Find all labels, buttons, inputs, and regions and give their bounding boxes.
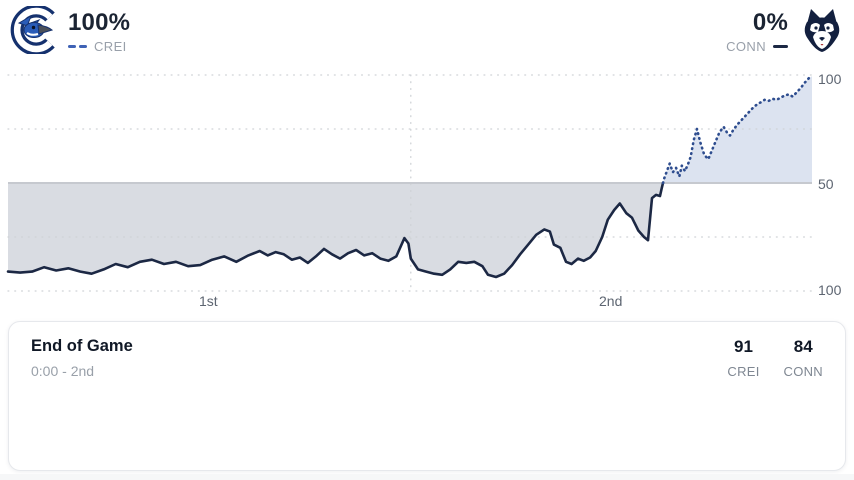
y-axis-tick-50: 50	[818, 176, 834, 192]
crei-score-label: CREI	[727, 364, 760, 379]
conn-score: 84	[793, 337, 813, 356]
page-bottom-strip	[0, 474, 854, 480]
conn-solid-line-icon	[773, 45, 788, 49]
x-axis-tick-1st: 1st	[199, 293, 218, 309]
win-probability-chart[interactable]: 100 50 100 1st 2nd	[0, 0, 854, 315]
crei-legend: CREI	[68, 39, 130, 54]
y-axis-tick-100-top: 100	[818, 71, 842, 87]
conn-win-pct: 0%	[752, 9, 788, 36]
event-clock: 0:00 - 2nd	[31, 363, 95, 379]
conn-score-col: 84 CONN	[784, 337, 823, 379]
event-title: End of Game	[31, 337, 133, 355]
crei-score-col: 91 CREI	[726, 337, 762, 379]
conn-legend-label: CONN	[726, 39, 766, 55]
y-axis-tick-100-bottom: 100	[818, 282, 842, 298]
team-header-conn: 0% CONN	[726, 6, 846, 54]
crei-dashed-line-icon	[68, 45, 87, 49]
team-header-crei: 100% CREI	[10, 6, 130, 54]
event-scores: 91 CREI 84 CONN	[726, 337, 823, 379]
crei-score: 91	[734, 337, 753, 356]
conn-score-label: CONN	[783, 364, 823, 379]
crei-win-pct: 100%	[68, 9, 131, 36]
conn-legend: CONN	[726, 39, 788, 54]
win-probability-plot[interactable]	[0, 0, 854, 315]
uconn-husky-logo-icon	[804, 9, 840, 52]
end-of-game-card: End of Game 0:00 - 2nd 91 CREI 84 CONN	[8, 321, 846, 471]
crei-legend-label: CREI	[94, 39, 127, 55]
creighton-bluejay-logo-icon	[10, 6, 55, 54]
x-axis-tick-2nd: 2nd	[599, 293, 623, 309]
